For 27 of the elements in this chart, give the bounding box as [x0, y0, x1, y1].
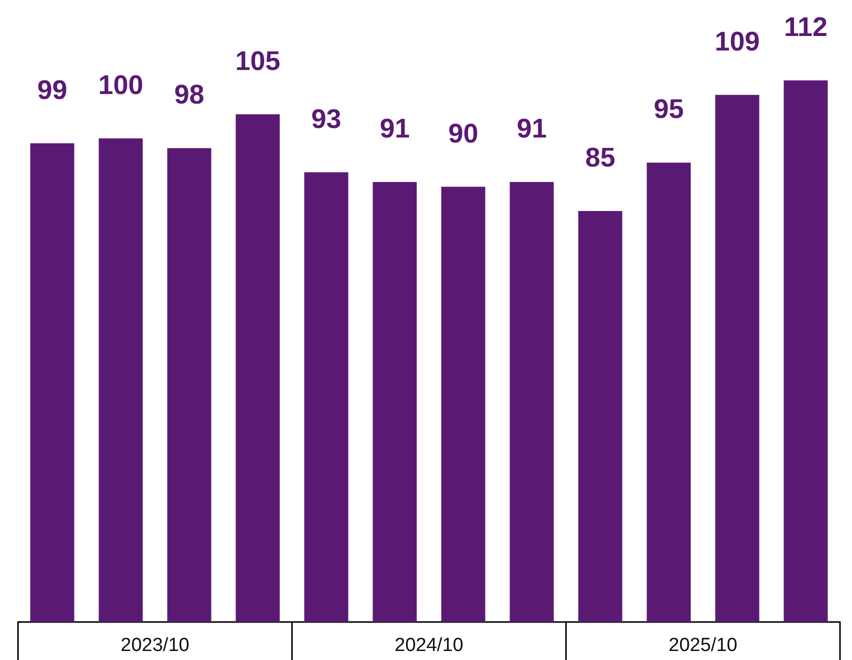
data-label: 95 [654, 94, 684, 124]
data-label: 91 [516, 113, 547, 144]
data-label: 85 [585, 142, 616, 172]
bar [372, 182, 417, 622]
data-label: 109 [714, 26, 760, 56]
data-label: 99 [37, 74, 68, 105]
data-label: 100 [98, 70, 144, 100]
bar [167, 148, 212, 622]
text: 2024/10 [394, 635, 464, 656]
bar [784, 80, 828, 622]
data-label: 98 [174, 80, 204, 110]
data-label: 105 [235, 46, 280, 76]
bar [578, 210, 622, 622]
bar [304, 172, 348, 622]
bar [715, 94, 760, 622]
data-label: 90 [448, 118, 478, 148]
bar [30, 143, 74, 622]
bar [510, 182, 554, 622]
bar [646, 162, 691, 622]
text: 2023/10 [120, 635, 190, 656]
data-label: 91 [380, 113, 410, 144]
data-label: 93 [311, 104, 342, 134]
bar [441, 186, 486, 622]
bar [98, 138, 143, 622]
bar [236, 114, 280, 622]
data-label: 112 [784, 12, 828, 42]
text: 2025/10 [668, 635, 738, 656]
